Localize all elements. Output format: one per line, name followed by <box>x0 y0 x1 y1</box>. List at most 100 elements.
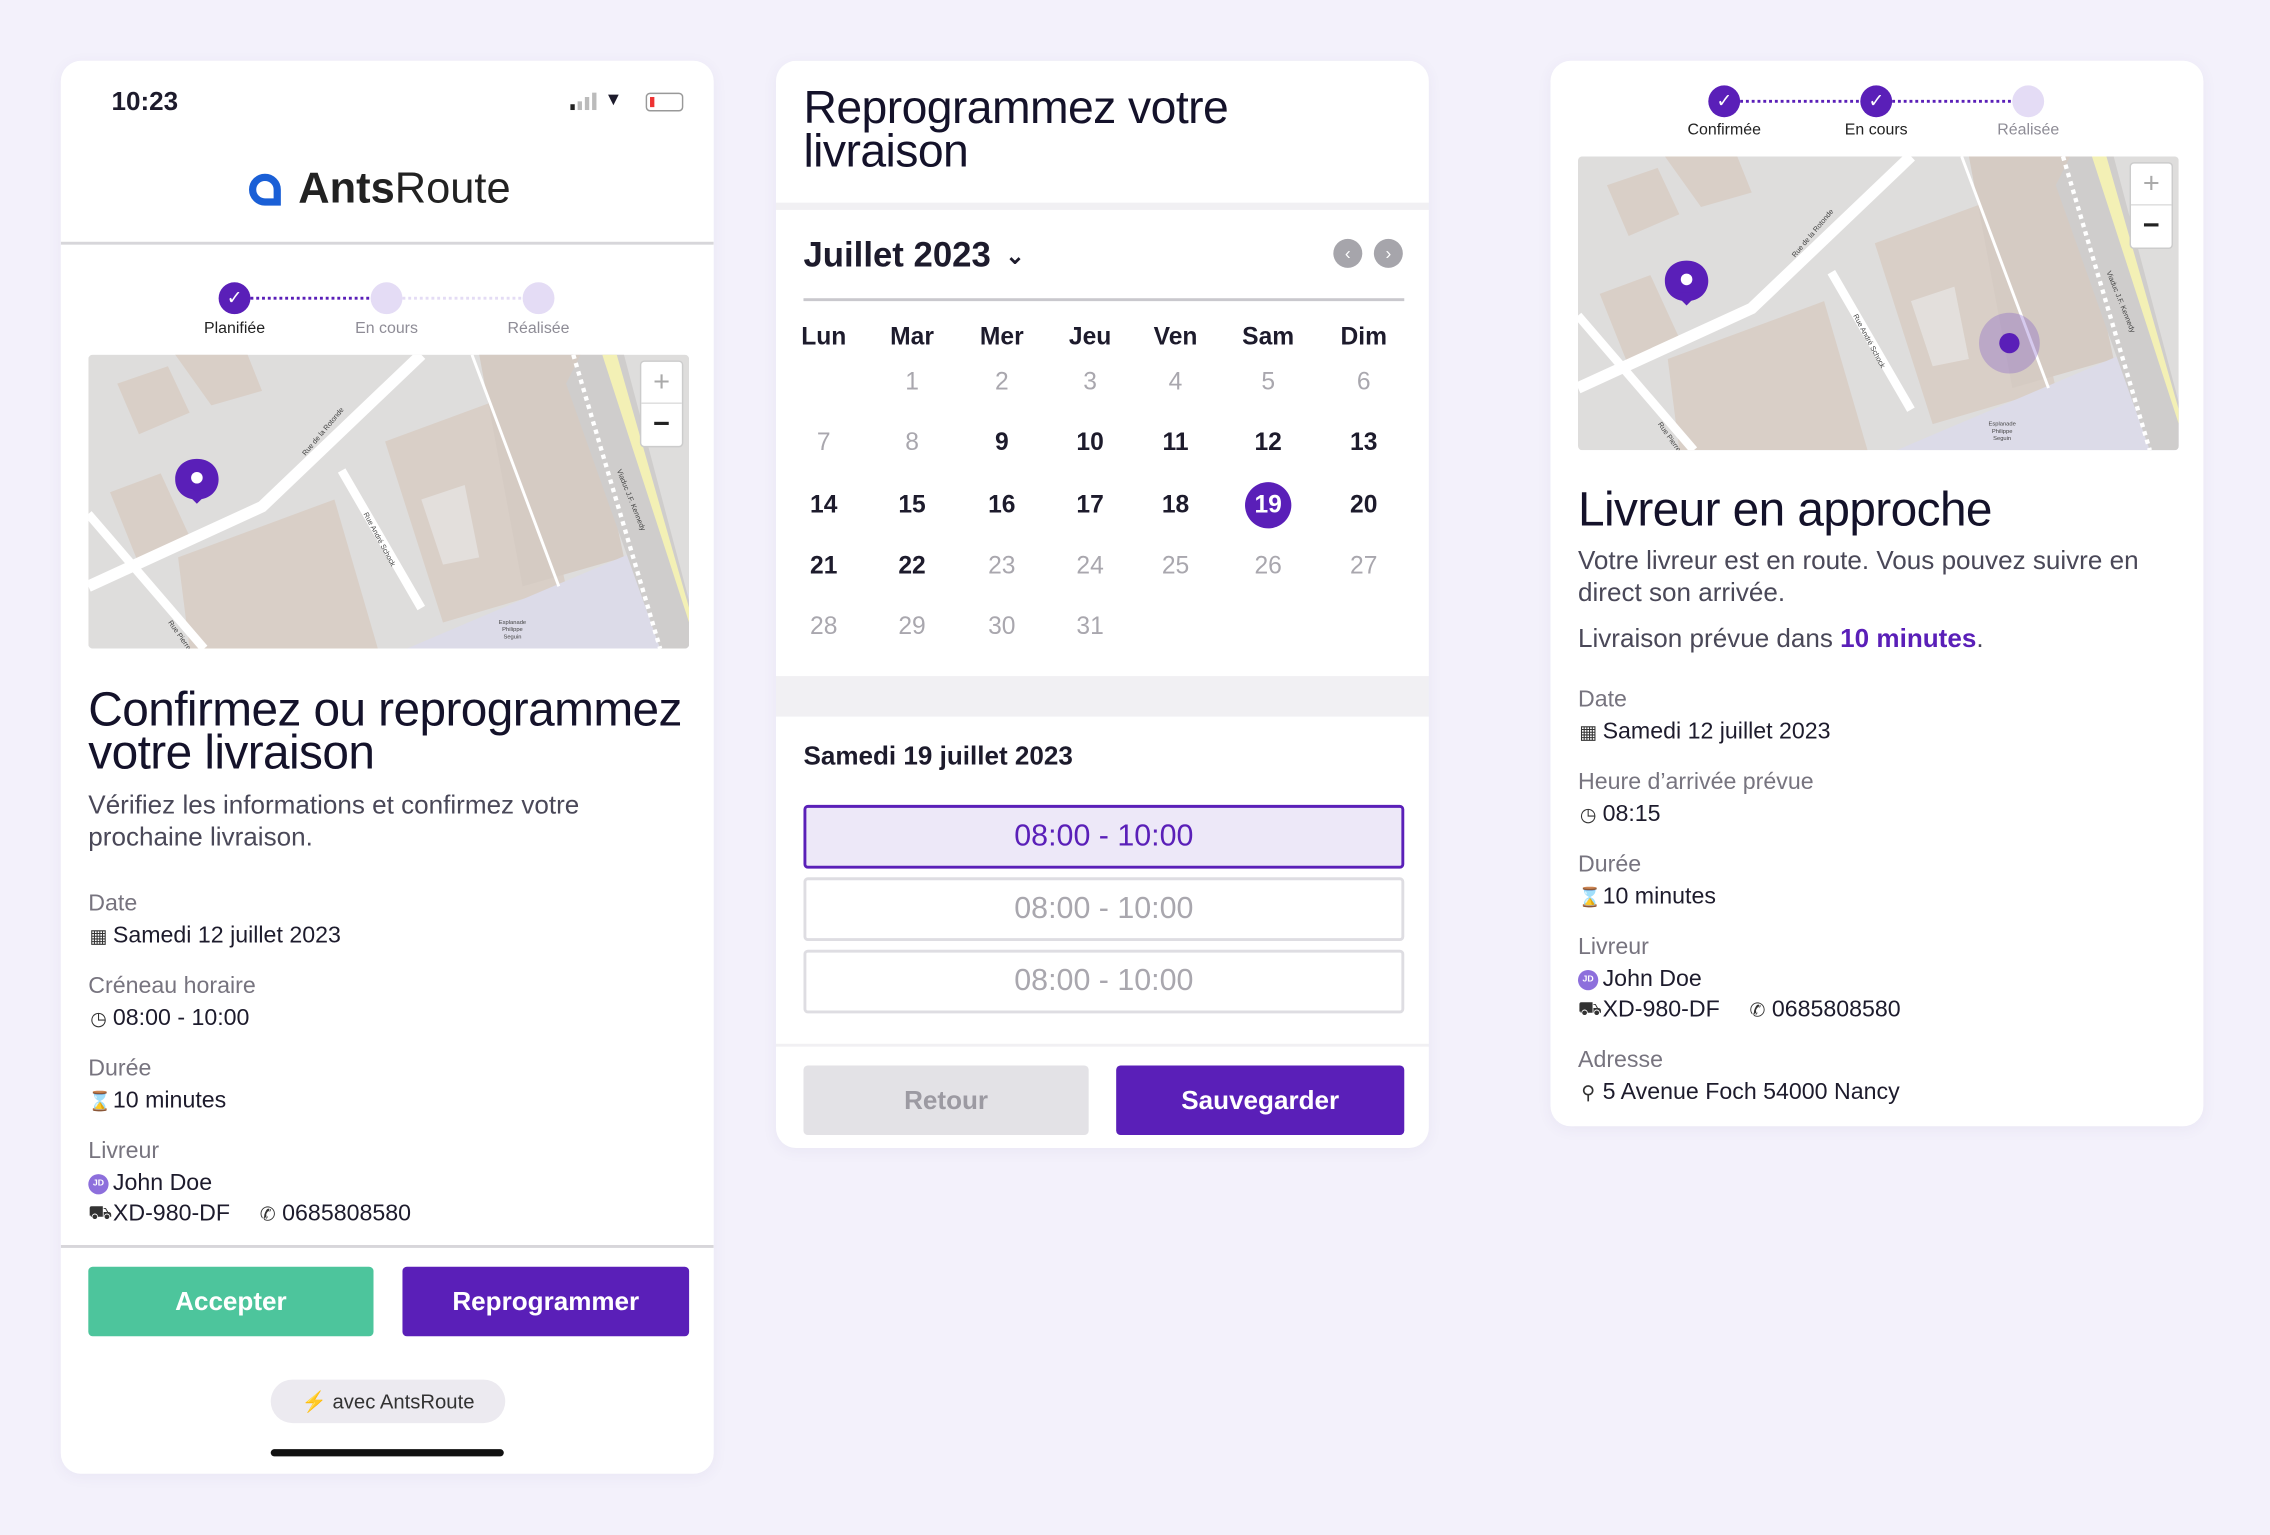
page-subtitle: Vérifiez les informations et confirmez v… <box>88 790 580 852</box>
step-label: Réalisée <box>1997 121 2060 139</box>
address-value: ⚲ 5 Avenue Foch 54000 Nancy <box>1578 1079 1900 1106</box>
home-indicator <box>270 1449 504 1457</box>
weekday-header: Sam <box>1242 322 1295 351</box>
duration-value: ⌛ 10 minutes <box>1578 885 1716 911</box>
calendar-day-selected[interactable]: 19 <box>1245 482 1292 529</box>
calendar-day: 26 <box>1254 551 1282 580</box>
calendar-day[interactable]: 22 <box>898 551 926 580</box>
calendar-day[interactable]: 18 <box>1161 490 1190 519</box>
date-value: ▦ Samedi 12 juillet 2023 <box>1578 720 1830 746</box>
truck-icon: ⛟ <box>88 1201 112 1224</box>
logo-text-bold: Ants <box>298 165 395 213</box>
calendar-day: 23 <box>988 551 1016 580</box>
calendar-day[interactable]: 10 <box>1076 428 1104 457</box>
duration-label: Durée <box>1577 852 1642 878</box>
avatar: JD <box>88 1174 109 1195</box>
slot-value: ◷ 08:00 - 10:00 <box>88 1006 249 1032</box>
clock-icon: ◷ <box>1579 803 1597 826</box>
page-subtitle: Votre livreur est en route. Vous pouvez … <box>1577 545 2139 607</box>
step-label: En cours <box>355 319 418 338</box>
slot-text: 08:00 - 10:00 <box>112 1006 250 1031</box>
destination-pin-icon <box>175 458 219 504</box>
duration-value: ⌛ 10 minutes <box>88 1089 226 1115</box>
eta-suffix: . <box>1976 623 1984 653</box>
status-time: 10:23 <box>111 86 179 116</box>
save-button[interactable]: Sauvegarder <box>1116 1065 1405 1135</box>
calendar-day[interactable]: 17 <box>1076 490 1104 519</box>
logo-text-light: Route <box>394 165 511 213</box>
calendar-day[interactable]: 14 <box>810 490 838 519</box>
reschedule-screen: Reprogrammez votre livraison Juillet 202… <box>775 60 1429 1149</box>
phone-icon: ✆ <box>1749 998 1766 1021</box>
step-connector <box>250 296 387 300</box>
driver-contact: ⛟ XD-980-DF ✆ 0685808580 <box>88 1202 411 1228</box>
calendar-day[interactable]: 21 <box>810 551 838 580</box>
hourglass-icon: ⌛ <box>88 1090 112 1112</box>
title-section <box>775 60 1429 203</box>
calendar-divider <box>803 298 1405 302</box>
reschedule-button[interactable]: Reprogrammer <box>402 1266 690 1337</box>
date-label: Date <box>1577 687 1627 713</box>
arrival-label: Heure d’arrivée prévue <box>1577 770 1814 795</box>
duration-text: 10 minutes <box>112 1088 227 1114</box>
header-divider <box>60 241 714 245</box>
calendar-day: 7 <box>816 428 831 457</box>
phone-link[interactable]: 0685808580 <box>1771 997 1901 1023</box>
zoom-in-button[interactable]: + <box>2131 164 2172 206</box>
calendar-day[interactable]: 11 <box>1162 428 1189 457</box>
powered-by-badge[interactable]: ⚡ avec AntsRoute <box>270 1379 506 1424</box>
zoom-in-button[interactable]: + <box>641 362 682 404</box>
clock-icon: ◷ <box>90 1007 107 1030</box>
zoom-out-button[interactable]: − <box>2142 209 2160 242</box>
calendar-day: 8 <box>905 428 919 457</box>
tracking-map[interactable]: Rue de la Rotonde Rue André Schock Viadu… <box>1577 156 2179 451</box>
avatar: JD <box>1577 969 1599 991</box>
duration-text: 10 minutes <box>1602 884 1716 910</box>
destination-pin-icon <box>1664 260 1709 306</box>
calendar-day[interactable]: 9 <box>994 428 1009 457</box>
step-connector <box>1892 99 2029 103</box>
map-place-label: Esplanade <box>1989 422 2016 428</box>
calendar: Juillet 2023 ⌄ ‹ › Lun Mar Mer Jeu Ven Sam Dim 1… <box>775 209 1429 677</box>
powered-text: avec AntsRoute <box>332 1389 475 1413</box>
calendar-day: 3 <box>1083 367 1097 396</box>
month-select[interactable]: Juillet 2023 ⌄ <box>803 236 1024 277</box>
step-done-check-icon: ✓ <box>1708 85 1741 118</box>
time-slot-option[interactable]: 08:00 - 10:00 <box>803 877 1405 942</box>
wifi-icon: ▾ <box>608 86 619 112</box>
calendar-day[interactable]: 16 <box>988 490 1016 519</box>
step-done-check-icon: ✓ <box>1860 85 1893 118</box>
phone-icon: ✆ <box>259 1203 276 1225</box>
location-pin-icon: ⚲ <box>1581 1081 1596 1104</box>
weekday-header: Jeu <box>1068 322 1112 351</box>
weekday-header: Lun <box>801 322 847 351</box>
calendar-day[interactable]: 15 <box>898 490 926 519</box>
phone-link[interactable]: 0685808580 <box>282 1201 411 1227</box>
accept-button[interactable]: Accepter <box>88 1266 374 1337</box>
prev-month-button[interactable]: ‹ <box>1333 238 1363 268</box>
delivery-map[interactable]: Rue de la Rotonde Rue André Schock Viadu… <box>88 354 690 649</box>
calendar-day: 5 <box>1261 367 1276 396</box>
page-title: Confirmez ou reprogrammez votre livraiso… <box>88 681 682 779</box>
zoom-out-button[interactable]: − <box>653 407 671 440</box>
next-month-button[interactable]: › <box>1373 238 1403 268</box>
calendar-day[interactable]: 12 <box>1254 428 1282 457</box>
tracking-screen: ✓ ✓ Confirmée En cours Réalisée Rue de l… <box>1550 60 2204 1127</box>
time-slot-option[interactable]: 08:00 - 10:00 <box>803 949 1405 1014</box>
logo-icon <box>249 173 281 206</box>
step-pending-dot <box>2012 85 2045 118</box>
back-button[interactable]: Retour <box>803 1065 1089 1135</box>
time-slot-option[interactable]: 08:00 - 10:00 <box>803 804 1405 869</box>
step-label: Réalisée <box>507 319 570 338</box>
arrival-text: 08:15 <box>1602 802 1661 827</box>
slot-section: Samedi 19 juillet 2023 08:00 - 10:00 08:0… <box>775 716 1429 1044</box>
calendar-day: 28 <box>810 612 838 640</box>
calendar-day: 31 <box>1076 612 1104 640</box>
page-title: Reprogrammez votre livraison <box>803 81 1229 177</box>
duration-label: Durée <box>88 1056 152 1082</box>
calendar-day[interactable]: 13 <box>1350 428 1378 457</box>
calendar-day[interactable]: 20 <box>1350 490 1378 519</box>
driver-name-text: John Doe <box>1602 967 1702 992</box>
map-place-label: Esplanade <box>499 620 526 626</box>
address-text: 5 Avenue Foch 54000 Nancy <box>1602 1079 1900 1105</box>
